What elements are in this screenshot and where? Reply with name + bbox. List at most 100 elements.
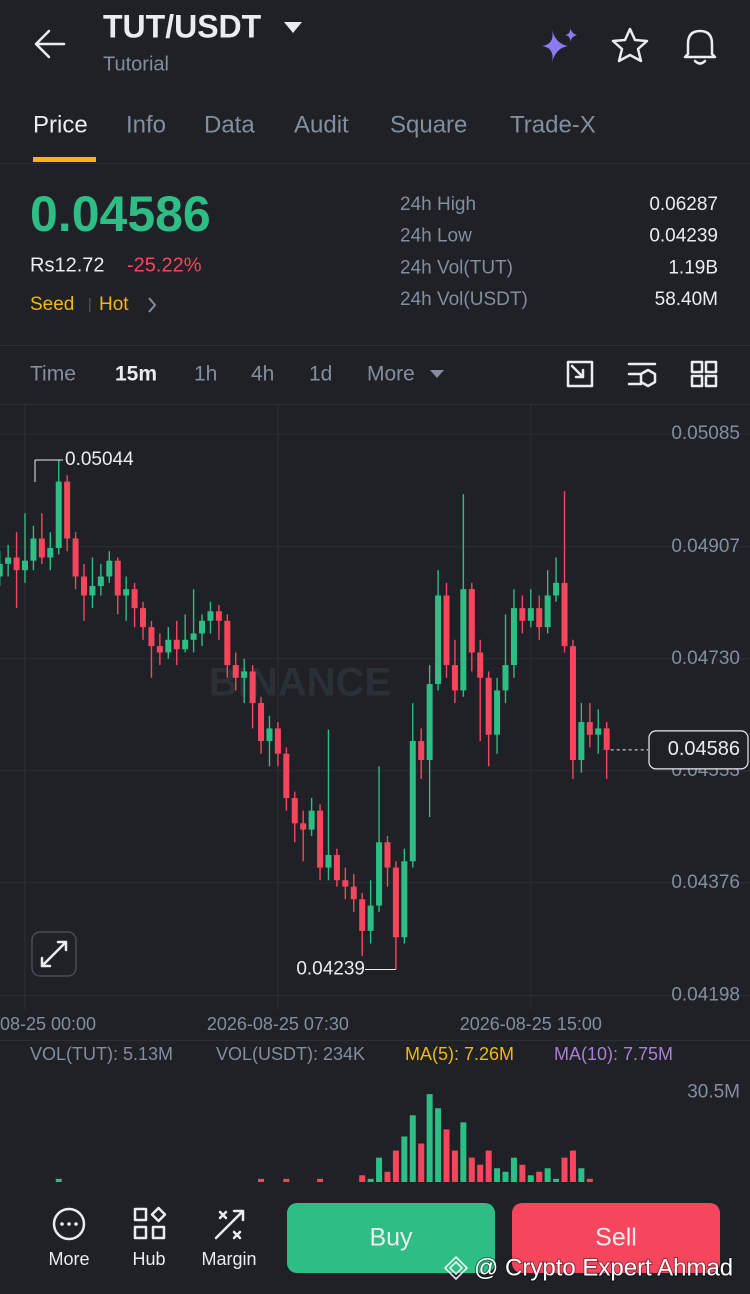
action-label[interactable]: More	[48, 1249, 89, 1269]
volume-bar	[586, 1178, 593, 1182]
interval[interactable]: 4h	[251, 363, 274, 386]
candle-body	[249, 671, 256, 704]
sell-button[interactable]	[512, 1203, 720, 1273]
volume-bar	[494, 1168, 501, 1182]
candle-body	[0, 563, 3, 577]
last-price: 0.04586	[30, 186, 211, 242]
candle-body	[224, 620, 231, 666]
ai-icon[interactable]	[542, 28, 577, 62]
tab[interactable]: Price	[33, 111, 88, 138]
candle-body	[300, 823, 307, 830]
candle-body	[333, 854, 340, 881]
volume-bar	[536, 1171, 543, 1182]
tab[interactable]: Square	[390, 111, 467, 138]
fullscreen-icon	[40, 940, 68, 968]
candle-body	[561, 582, 568, 647]
candle-body	[266, 728, 273, 742]
tab[interactable]: Audit	[294, 111, 349, 138]
volume-bar	[317, 1178, 324, 1182]
x-tick-label: 2026-08-25 15:00	[460, 1014, 602, 1034]
volume-bar	[55, 1178, 62, 1182]
hub-icon[interactable]	[133, 1206, 167, 1240]
tag[interactable]: Hot	[99, 294, 129, 315]
x-tick-label: 2026-08-25 00:00	[0, 1014, 96, 1034]
candle-body	[519, 608, 526, 621]
candle-body	[460, 589, 467, 691]
candle-body	[435, 595, 442, 685]
divider	[0, 345, 750, 346]
tab[interactable]: Trade-X	[510, 111, 596, 138]
back-button[interactable]	[34, 29, 66, 59]
candle-body	[291, 797, 298, 824]
chart-tool-icon[interactable]	[627, 362, 657, 388]
candle-body	[207, 611, 214, 621]
tag[interactable]: Seed	[30, 294, 74, 315]
candle-body	[140, 608, 147, 628]
candle-body	[350, 886, 357, 900]
candle-body	[123, 589, 130, 596]
interval[interactable]: 15m	[115, 363, 157, 386]
candle-body	[22, 560, 28, 571]
volume-bar	[418, 1143, 425, 1182]
candle-body	[342, 880, 349, 887]
candle-body	[443, 595, 450, 666]
buy-button[interactable]	[287, 1203, 495, 1273]
volume-tick-label: 30.5M	[687, 1081, 740, 1102]
chart-tool-icon[interactable]	[566, 360, 594, 388]
tab[interactable]: Data	[204, 111, 255, 138]
interval[interactable]: 1h	[194, 363, 217, 386]
pair-title[interactable]: TUT/USDT	[103, 8, 262, 44]
candle-body	[182, 639, 189, 650]
pair-subtitle: Tutorial	[103, 53, 169, 75]
x-tick-label: 2026-08-25 07:30	[207, 1014, 349, 1034]
candle-body	[359, 899, 366, 931]
last-price-label: 0.04586	[668, 738, 740, 760]
chart-tool-icon[interactable]	[690, 360, 718, 388]
volume-bar	[401, 1136, 408, 1182]
candle-body	[367, 905, 374, 931]
action-label[interactable]: Margin	[201, 1249, 256, 1269]
divider	[0, 163, 750, 164]
candle-body	[89, 585, 96, 596]
more-icon-dot	[67, 1222, 71, 1226]
watermark-logo	[443, 1255, 469, 1281]
interval[interactable]: Time	[30, 363, 76, 386]
candle-body	[502, 665, 509, 691]
candle-body	[586, 722, 593, 735]
candle-body	[64, 481, 71, 539]
y-tick-label: 0.05085	[671, 423, 740, 444]
volume-bar	[376, 1157, 383, 1182]
more-icon[interactable]	[52, 1207, 86, 1241]
chart-tools	[566, 360, 718, 388]
y-tick-label: 0.04198	[671, 984, 740, 1005]
more-dropdown[interactable]	[430, 370, 444, 378]
candle-body	[510, 608, 517, 666]
interval[interactable]: 1d	[309, 363, 332, 386]
candle-body	[38, 538, 45, 558]
tag-chevron	[148, 297, 157, 313]
y-tick-label: 0.04907	[671, 536, 740, 557]
candle-body	[173, 639, 180, 650]
pair-dropdown[interactable]	[284, 22, 302, 33]
y-tick-label: 0.04730	[671, 648, 740, 669]
high-label: 0.05044	[65, 449, 134, 470]
candle-body	[215, 611, 222, 621]
volume-legend: VOL(USDT): 234K	[216, 1044, 365, 1064]
candle-body	[384, 842, 391, 868]
margin-icon[interactable]	[214, 1209, 245, 1240]
candle-body	[97, 576, 104, 586]
volume-bar	[561, 1157, 568, 1182]
alert-icon[interactable]	[683, 29, 717, 65]
volume-legend: MA(5): 7.26M	[405, 1044, 514, 1064]
candle-body	[106, 560, 113, 577]
favorite-icon[interactable]	[611, 27, 649, 63]
action-label[interactable]: Hub	[132, 1249, 165, 1269]
interval[interactable]: More	[367, 363, 415, 386]
candle-body	[595, 728, 602, 735]
candle-body	[190, 633, 197, 640]
candle-body	[468, 589, 475, 653]
volume-bar	[392, 1150, 399, 1182]
tab[interactable]: Info	[126, 111, 166, 138]
candle-body	[55, 481, 62, 549]
